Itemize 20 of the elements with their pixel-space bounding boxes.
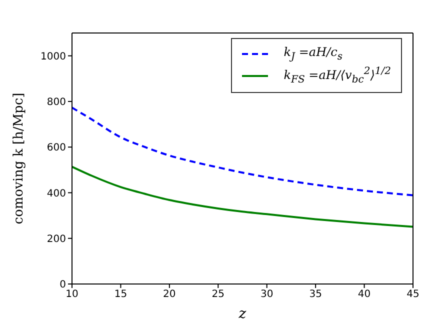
line-series (72, 106, 413, 196)
x-axis-title: z (238, 306, 247, 322)
y-tick-label: 1000 (40, 51, 66, 62)
y-axis-title: comoving k [h/Mpc] (12, 92, 27, 224)
legend-label: k$_{FS}$ =aH/⟨v$_{bc}$$^{2}$⟩$^{1/2}$ (284, 66, 391, 86)
y-tick-label: 600 (46, 142, 66, 154)
x-tick-label: 45 (406, 289, 420, 300)
y-tick-label: 200 (46, 234, 66, 245)
y-tick-label: 800 (46, 97, 66, 108)
x-tick-label: 30 (260, 289, 274, 300)
x-tick-label: 20 (163, 289, 176, 300)
legend-label: k$_{J}$ =aH/c$_{s}$ (284, 45, 342, 62)
y-tick-label: 400 (46, 188, 66, 200)
x-tick-label: 40 (358, 289, 371, 300)
x-tick-label: 25 (212, 289, 225, 300)
y-tick-label: 0 (60, 280, 66, 291)
x-tick-label: 10 (66, 289, 78, 300)
x-tick-label: 15 (114, 289, 128, 300)
line-series (72, 166, 413, 228)
x-tick-label: 35 (309, 289, 322, 300)
